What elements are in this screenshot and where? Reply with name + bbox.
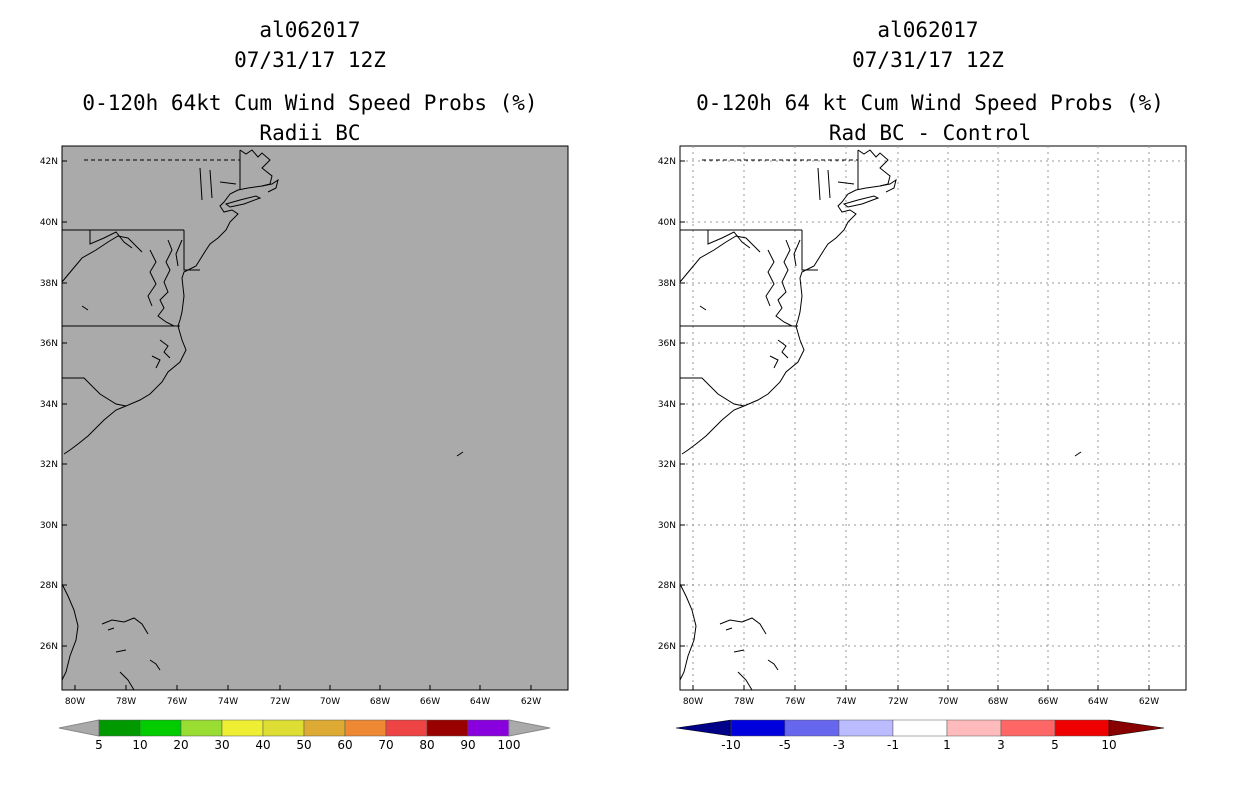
lat-label: 32N xyxy=(658,460,676,470)
lat-label: 30N xyxy=(658,521,676,531)
colorbar-right-arrow xyxy=(1108,719,1165,737)
lon-label: 70W xyxy=(938,697,958,707)
lon-label: 70W xyxy=(320,697,340,707)
colorbar-label: 60 xyxy=(337,738,352,752)
colorbar-label: 40 xyxy=(255,738,270,752)
lat-label: 30N xyxy=(40,521,58,531)
left-title: 0-120h 64kt Cum Wind Speed Probs (%) xyxy=(82,91,538,115)
colorbar-swatch xyxy=(303,719,346,737)
colorbar-swatch xyxy=(344,719,387,737)
lon-label: 80W xyxy=(683,697,703,707)
lat-label: 28N xyxy=(40,581,58,591)
colorbar-swatch xyxy=(946,719,1002,737)
lon-label: 78W xyxy=(116,697,136,707)
lat-label: 38N xyxy=(40,279,58,289)
colorbar-label: -10 xyxy=(721,738,741,752)
colorbar-swatch xyxy=(426,719,469,737)
right-panel-title: 0-120h 64 kt Cum Wind Speed Probs (%) Ra… xyxy=(640,88,1220,148)
lon-label: 62W xyxy=(1139,697,1159,707)
lon-label: 68W xyxy=(988,697,1008,707)
colorbar-swatch xyxy=(1054,719,1110,737)
right-map: 42N 40N 38N 36N 34N 32N 30N 28N 26N 80W 78W 76W 74W 7… xyxy=(658,145,1187,707)
colorbar-left-arrow xyxy=(675,719,732,737)
lon-label: 62W xyxy=(521,697,541,707)
lon-label: 74W xyxy=(836,697,856,707)
lat-label: 36N xyxy=(40,339,58,349)
lon-label: 72W xyxy=(270,697,290,707)
colorbar-label: 10 xyxy=(132,738,147,752)
lat-label: 42N xyxy=(40,157,58,167)
lat-label: 40N xyxy=(658,218,676,228)
colorbar-swatch xyxy=(385,719,428,737)
colorbar-label: -1 xyxy=(887,738,899,752)
colorbar-label: -5 xyxy=(779,738,791,752)
lon-label: 78W xyxy=(734,697,754,707)
colorbar-right-arrow xyxy=(508,719,551,737)
colorbar-label: -3 xyxy=(833,738,845,752)
left-map: 42N 40N 38N 36N 34N 32N 30N 28N 26N 80W 78W 76W 74W 7… xyxy=(40,145,569,707)
right-datetime: 07/31/17 12Z xyxy=(852,48,1004,72)
colorbar-label: 20 xyxy=(173,738,188,752)
colorbar-swatch xyxy=(467,719,510,737)
right-panel-header: al062017 07/31/17 12Z xyxy=(680,15,1176,75)
left-datetime: 07/31/17 12Z xyxy=(234,48,386,72)
lon-label: 66W xyxy=(420,697,440,707)
lon-label: 76W xyxy=(785,697,805,707)
right-subtitle: Rad BC - Control xyxy=(828,121,1032,145)
left-subtitle: Radii BC xyxy=(259,121,361,145)
lon-label: 76W xyxy=(167,697,187,707)
left-colorbar: 5 10 20 30 40 50 60 70 80 90 100 xyxy=(58,719,551,752)
lon-label: 68W xyxy=(370,697,390,707)
colorbar-label: 100 xyxy=(498,738,521,752)
lat-label: 34N xyxy=(658,400,676,410)
colorbar-label: 1 xyxy=(943,738,951,752)
lat-label: 26N xyxy=(658,642,676,652)
colorbar-swatch xyxy=(221,719,264,737)
colorbar-label: 30 xyxy=(214,738,229,752)
lat-label: 26N xyxy=(40,642,58,652)
lon-label: 72W xyxy=(888,697,908,707)
lat-label: 34N xyxy=(40,400,58,410)
lat-label: 32N xyxy=(40,460,58,470)
colorbar-label: 5 xyxy=(95,738,103,752)
lon-label: 66W xyxy=(1038,697,1058,707)
colorbar-swatch xyxy=(892,719,948,737)
colorbar-left-arrow xyxy=(58,719,100,737)
colorbar-label: 3 xyxy=(997,738,1005,752)
colorbar-label: 70 xyxy=(378,738,393,752)
left-panel-header: al062017 07/31/17 12Z xyxy=(62,15,558,75)
lat-label: 42N xyxy=(658,157,676,167)
left-panel-title: 0-120h 64kt Cum Wind Speed Probs (%) Rad… xyxy=(30,88,590,148)
lat-label: 40N xyxy=(40,218,58,228)
lon-label: 74W xyxy=(218,697,238,707)
lon-label: 80W xyxy=(65,697,85,707)
colorbar-swatch xyxy=(262,719,305,737)
right-colorbar: -10 -5 -3 -1 1 3 5 10 xyxy=(675,719,1165,752)
colorbar-swatch xyxy=(784,719,840,737)
colorbar-swatch xyxy=(98,719,141,737)
colorbar-label: 80 xyxy=(419,738,434,752)
left-map-frame xyxy=(61,145,569,691)
lat-label: 28N xyxy=(658,581,676,591)
right-map-frame xyxy=(679,145,1187,691)
colorbar-swatch xyxy=(180,719,223,737)
right-title: 0-120h 64 kt Cum Wind Speed Probs (%) xyxy=(696,91,1164,115)
colorbar-label: 5 xyxy=(1051,738,1059,752)
colorbar-label: 50 xyxy=(296,738,311,752)
colorbar-label: 90 xyxy=(460,738,475,752)
colorbar-swatch xyxy=(730,719,786,737)
lon-label: 64W xyxy=(1088,697,1108,707)
colorbar-label: 10 xyxy=(1101,738,1116,752)
lat-label: 38N xyxy=(658,279,676,289)
left-storm-id: al062017 xyxy=(259,18,361,42)
lon-label: 64W xyxy=(470,697,490,707)
right-storm-id: al062017 xyxy=(877,18,979,42)
colorbar-swatch xyxy=(139,719,182,737)
colorbar-swatch xyxy=(838,719,894,737)
colorbar-swatch xyxy=(1000,719,1056,737)
lat-label: 36N xyxy=(658,339,676,349)
